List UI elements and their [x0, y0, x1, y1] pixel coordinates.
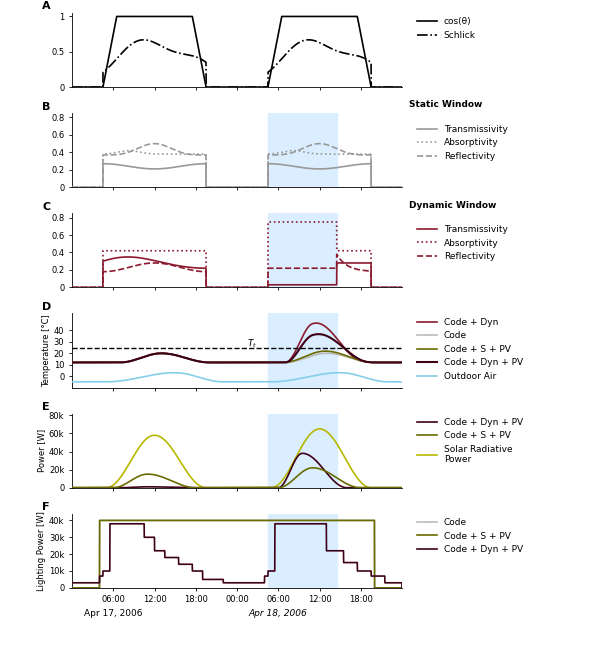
- Legend: Code + Dyn, Code, Code + S + PV, Code + Dyn + PV, Outdoor Air: Code + Dyn, Code, Code + S + PV, Code + …: [413, 314, 527, 384]
- Text: D: D: [42, 302, 52, 312]
- Text: Apr 18, 2006: Apr 18, 2006: [249, 609, 308, 618]
- Bar: [268, 313, 337, 388]
- Y-axis label: Temperature [°C]: Temperature [°C]: [42, 314, 51, 387]
- Legend: Code + Dyn + PV, Code + S + PV, Solar Radiative
Power: Code + Dyn + PV, Code + S + PV, Solar Ra…: [413, 414, 527, 468]
- Text: Dynamic Window: Dynamic Window: [409, 200, 496, 209]
- Text: A: A: [42, 1, 51, 12]
- Y-axis label: Power [W]: Power [W]: [37, 429, 46, 472]
- Bar: [268, 113, 337, 187]
- Text: Apr 17, 2006: Apr 17, 2006: [84, 609, 143, 618]
- Bar: [268, 514, 337, 588]
- Text: B: B: [42, 101, 50, 112]
- Text: C: C: [42, 202, 50, 212]
- Text: Static Window: Static Window: [409, 100, 482, 109]
- Bar: [268, 213, 337, 287]
- Legend: Code, Code + S + PV, Code + Dyn + PV: Code, Code + S + PV, Code + Dyn + PV: [413, 514, 527, 557]
- Legend: Transmissivity, Absorptivity, Reflectivity: Transmissivity, Absorptivity, Reflectivi…: [413, 222, 511, 265]
- Y-axis label: Lighting Power [W]: Lighting Power [W]: [37, 511, 46, 590]
- Legend: cos(θ), Schlick: cos(θ), Schlick: [413, 14, 479, 44]
- Text: $T_t$: $T_t$: [247, 338, 257, 350]
- Bar: [268, 413, 337, 488]
- Text: E: E: [42, 402, 50, 412]
- Legend: Transmissivity, Absorptivity, Reflectivity: Transmissivity, Absorptivity, Reflectivi…: [413, 121, 511, 165]
- Text: F: F: [42, 502, 50, 512]
